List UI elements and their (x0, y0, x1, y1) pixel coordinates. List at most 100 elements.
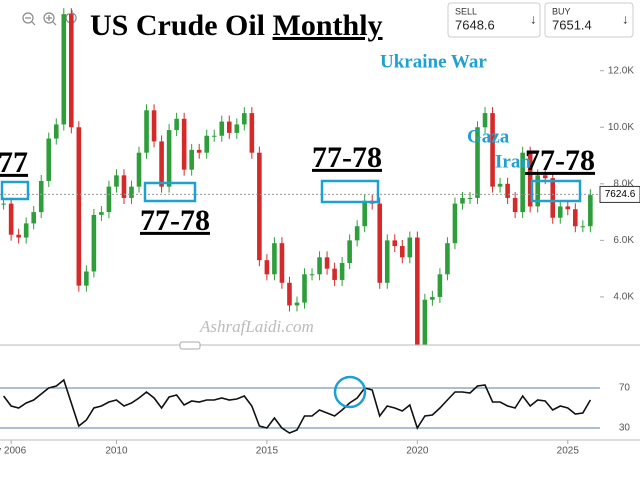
candle (219, 121, 225, 136)
annotation: 77-78 (525, 144, 595, 177)
candle (16, 234, 21, 238)
candle (482, 113, 488, 128)
candle (550, 178, 556, 218)
y-tick-label: 12.0K (608, 65, 634, 76)
candle (294, 302, 300, 306)
candle (573, 209, 578, 227)
x-tick-label: y 2006 (0, 446, 27, 457)
candle (114, 175, 119, 187)
candle (565, 206, 571, 210)
zone-box (320, 179, 380, 204)
candle (520, 152, 525, 213)
candle (121, 175, 127, 198)
x-tick-label: 2015 (256, 446, 279, 457)
candle (204, 135, 210, 153)
y-tick-label: 4.0K (613, 292, 634, 303)
candle (535, 175, 540, 207)
candle (69, 14, 74, 128)
candle (106, 186, 112, 213)
candle (279, 243, 285, 283)
title-underlined: Monthly (273, 9, 383, 42)
candle (23, 223, 29, 238)
candle (505, 183, 510, 198)
buy-label: BUY (552, 6, 571, 16)
candle (174, 118, 179, 131)
candle (31, 212, 37, 224)
annotation: Gaza (467, 126, 510, 147)
sell-arrow: ↓ (530, 11, 537, 26)
candle (189, 149, 194, 170)
candle (272, 243, 277, 275)
candle (302, 274, 307, 303)
candle (475, 127, 480, 198)
candle (332, 268, 337, 280)
candle (399, 246, 405, 258)
title-main: US Crude Oil (90, 9, 265, 42)
sell-price: 7648.6 (455, 17, 495, 32)
candle (91, 214, 97, 272)
x-tick-label: 2020 (406, 446, 429, 457)
candle (580, 226, 586, 228)
sell-label: SELL (455, 6, 477, 16)
candle (437, 274, 443, 297)
candle (61, 14, 67, 125)
candle (257, 152, 262, 261)
candle (452, 203, 458, 244)
candle (354, 226, 360, 241)
candle (8, 203, 14, 235)
candle (151, 110, 157, 142)
zone-box (143, 181, 197, 203)
candle (460, 197, 465, 204)
candle (234, 124, 240, 133)
sell-button[interactable]: SELL 7648.6 ↓ (447, 2, 541, 38)
candle (226, 121, 232, 133)
candle (309, 274, 315, 276)
y-tick-label: 8.0K (613, 178, 634, 189)
candle (196, 149, 202, 153)
candle (527, 152, 533, 207)
candle (512, 197, 518, 213)
candle (159, 141, 164, 187)
candle (38, 180, 44, 213)
rsi-tick-label: 30 (619, 423, 631, 434)
chart-title: US Crude Oil Monthly (90, 9, 383, 42)
y-tick-label: 6.0K (613, 235, 634, 246)
zone-box (0, 180, 30, 201)
candle (129, 186, 134, 198)
candle (84, 271, 89, 286)
candle (144, 110, 149, 153)
candle (467, 197, 473, 199)
candle (557, 206, 563, 218)
candle (99, 212, 104, 215)
candle (1, 203, 6, 205)
candle (211, 135, 217, 137)
pane-handle[interactable] (179, 341, 201, 350)
candle (136, 152, 142, 187)
highlight-circle (333, 375, 367, 409)
buy-price: 7651.4 (552, 17, 592, 32)
candle (415, 237, 420, 345)
candle (242, 113, 247, 125)
candle (422, 299, 428, 345)
annotation: 77-78 (140, 204, 210, 237)
buy-arrow: ↓ (622, 11, 629, 26)
candle (324, 257, 330, 269)
price-pane (1, 8, 593, 345)
candle (339, 262, 345, 280)
candle (392, 240, 398, 247)
buy-button[interactable]: BUY 7651.4 ↓ (544, 2, 634, 38)
candle (53, 124, 59, 139)
candle (166, 130, 172, 187)
candle (317, 257, 322, 275)
candle (181, 118, 187, 170)
last-price-tag (599, 185, 640, 203)
candle (588, 195, 593, 227)
x-tick-label: 2010 (105, 446, 128, 457)
annotation: Ukraine War (380, 51, 487, 72)
last-price-label: 7624.6 (605, 189, 636, 200)
x-tick-label: 2025 (557, 446, 580, 457)
candle (347, 240, 352, 263)
annotation: Iran (495, 151, 531, 172)
